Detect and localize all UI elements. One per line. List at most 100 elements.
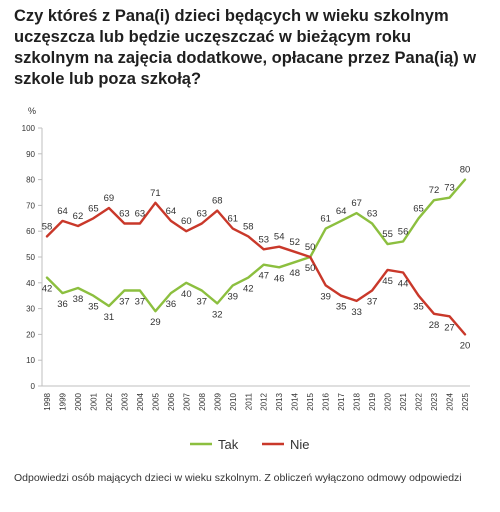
data-label-nie: 58: [42, 221, 53, 232]
legend-label-nie: Nie: [290, 437, 310, 452]
x-tick-label: 2017: [337, 392, 346, 410]
data-label-tak: 47: [258, 271, 269, 282]
data-label-nie: 54: [274, 232, 285, 243]
data-label-nie: 52: [289, 237, 300, 248]
y-tick-label: 20: [26, 330, 35, 339]
data-label-tak: 36: [57, 299, 68, 310]
data-label-tak: 32: [212, 309, 223, 320]
data-label-tak: 55: [382, 229, 393, 240]
data-label-nie: 68: [212, 196, 223, 207]
footnote: Odpowiedzi osób mających dzieci w wieku …: [14, 472, 462, 484]
y-tick-label: 60: [26, 227, 35, 236]
series-line-tak: [45, 178, 467, 313]
data-label-nie: 65: [88, 203, 99, 214]
data-label-tak: 39: [227, 291, 238, 302]
x-tick-label: 2012: [260, 392, 269, 410]
data-label-tak: 61: [320, 214, 331, 225]
data-label-nie: 28: [429, 320, 440, 331]
x-tick-label: 2010: [229, 392, 238, 410]
data-label-tak: 72: [429, 185, 440, 196]
x-tick-label: 2022: [415, 392, 424, 410]
data-label-tak: 73: [444, 183, 455, 194]
x-tick-label: 2023: [430, 392, 439, 410]
x-tick-label: 2011: [244, 392, 253, 410]
data-label-tak: 35: [88, 302, 99, 313]
data-label-tak: 80: [460, 165, 471, 176]
x-tick-label: 2018: [353, 392, 362, 410]
x-tick-label: 2002: [105, 392, 114, 410]
data-label-nie: 45: [382, 276, 393, 287]
y-tick-label: 80: [26, 176, 35, 185]
data-label-nie: 33: [351, 307, 362, 318]
data-label-tak: 63: [367, 208, 378, 219]
data-label-nie: 37: [367, 297, 378, 308]
x-tick-label: 2006: [167, 392, 176, 410]
y-tick-label: 100: [22, 124, 36, 133]
data-label-nie: 63: [197, 208, 208, 219]
y-tick-label: 50: [26, 253, 35, 262]
data-label-tak: 67: [351, 198, 362, 209]
x-tick-label: 2024: [446, 392, 455, 410]
y-tick-label: 30: [26, 305, 35, 314]
data-label-tak: 42: [243, 284, 254, 295]
data-label-nie: 63: [135, 208, 146, 219]
data-label-nie: 64: [57, 206, 68, 217]
x-tick-label: 2008: [198, 392, 207, 410]
data-label-nie: 27: [444, 322, 455, 333]
data-label-tak: 29: [150, 317, 161, 328]
legend: Tak Nie: [190, 437, 310, 452]
data-label-tak: 42: [42, 284, 53, 295]
data-label-nie: 35: [413, 302, 424, 313]
data-label-nie: 20: [460, 340, 471, 351]
data-label-tak: 37: [197, 297, 208, 308]
x-tick-label: 2003: [120, 392, 129, 410]
x-tick-label: 2013: [275, 392, 284, 410]
axes: % 0 10 20 30 40 50 60 70 80 90 100 1998 1999 2000 2001 2…: [22, 106, 470, 411]
y-tick-label: 10: [26, 356, 35, 365]
data-label-nie: 69: [104, 193, 115, 204]
x-tick-label: 2015: [306, 392, 315, 410]
chart-title: Czy któreś z Pana(i) dzieci będących w w…: [14, 7, 477, 88]
data-label-tak: 31: [104, 312, 115, 323]
data-label-nie: 39: [320, 291, 331, 302]
x-tick-label: 2004: [136, 392, 145, 410]
x-tick-label: 2014: [291, 392, 300, 410]
x-tick-label: 1998: [43, 392, 52, 410]
data-label-nie: 44: [398, 278, 409, 289]
data-label-tak: 38: [73, 294, 84, 305]
data-label-tak: 37: [119, 297, 130, 308]
data-label-nie: 62: [73, 211, 84, 222]
data-label-nie: 58: [243, 221, 254, 232]
x-tick-label: 2021: [399, 392, 408, 410]
x-tick-label: 2019: [368, 392, 377, 410]
series-line-nie: [45, 201, 467, 336]
data-label-tak: 64: [336, 206, 347, 217]
y-tick-label: 90: [26, 150, 35, 159]
data-label-nie: 50: [305, 242, 316, 253]
legend-label-tak: Tak: [218, 437, 239, 452]
data-label-tak: 48: [289, 268, 300, 279]
data-label-nie: 71: [150, 188, 161, 199]
x-tick-label: 2016: [322, 392, 331, 410]
y-tick-label: 0: [31, 382, 36, 391]
x-tick-label: 2005: [151, 392, 160, 410]
data-label-tak: 36: [166, 299, 177, 310]
data-label-nie: 53: [258, 234, 269, 245]
data-label-tak: 37: [135, 297, 146, 308]
y-axis-unit: %: [28, 106, 36, 116]
x-tick-label: 1999: [58, 392, 67, 410]
x-tick-label: 2001: [89, 392, 98, 410]
data-label-nie: 63: [119, 208, 130, 219]
y-tick-label: 40: [26, 279, 35, 288]
data-label-tak: 50: [305, 263, 316, 274]
x-tick-label: 2007: [182, 392, 191, 410]
data-labels: 42 36 38 35 31 37 37 29 36 40 37 32 39 42 47 46 48 50 61 64…: [42, 165, 471, 352]
x-tick-label: 2009: [213, 392, 222, 410]
data-label-tak: 46: [274, 273, 285, 284]
x-tick-label: 2025: [461, 392, 470, 410]
data-label-tak: 65: [413, 203, 424, 214]
data-label-nie: 61: [227, 214, 238, 225]
data-label-nie: 35: [336, 302, 347, 313]
data-label-nie: 60: [181, 216, 192, 227]
data-label-nie: 64: [166, 206, 177, 217]
